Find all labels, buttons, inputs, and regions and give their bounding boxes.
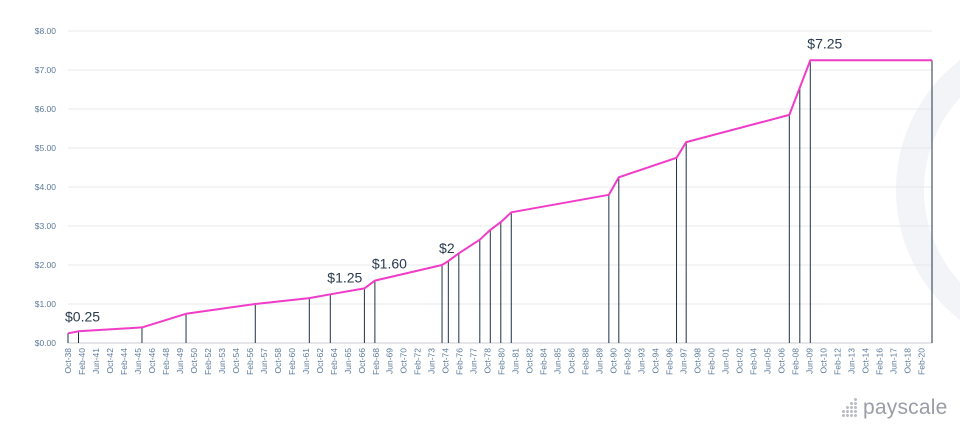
x-tick-label: Jun-69 [385, 348, 395, 374]
x-tick-label: Oct-86 [567, 348, 577, 374]
x-tick-label: Oct-06 [776, 348, 786, 374]
value-annotation: $1.60 [372, 256, 407, 272]
x-tick-label: Oct-94 [651, 348, 661, 374]
x-tick-label: Feb-76 [455, 348, 465, 375]
x-tick-label: Oct-74 [441, 348, 451, 374]
x-tick-label: Feb-72 [413, 348, 423, 375]
x-tick-label: Feb-64 [329, 348, 339, 375]
x-tick-label: Jun-41 [91, 348, 101, 374]
x-tick-label: Oct-38 [63, 348, 73, 374]
x-tick-label: Feb-48 [161, 348, 171, 375]
x-tick-label: Feb-80 [497, 348, 507, 375]
x-tick-label: Feb-00 [706, 348, 716, 375]
x-tick-label: Jun-73 [427, 348, 437, 374]
x-tick-label: Oct-46 [147, 348, 157, 374]
x-tick-label: Jun-61 [301, 348, 311, 374]
x-tick-label: Oct-10 [818, 348, 828, 374]
x-tick-label: Oct-66 [357, 348, 367, 374]
minimum-wage-series-line [67, 59, 932, 335]
x-tick-label: Oct-62 [315, 348, 325, 374]
x-tick-label: Oct-14 [860, 348, 870, 374]
x-tick-label: Oct-42 [105, 348, 115, 374]
x-tick-label: Oct-90 [609, 348, 619, 374]
y-tick-label: $6.00 [35, 104, 57, 114]
x-tick-label: Feb-12 [832, 348, 842, 375]
x-tick-label: Jun-45 [133, 348, 143, 374]
x-tick-label: Oct-58 [273, 348, 283, 374]
x-tick-label: Jun-13 [846, 348, 856, 374]
x-tick-label: Jun-49 [175, 348, 185, 374]
x-tick-label: Jun-93 [637, 348, 647, 374]
value-annotation: $1.25 [327, 269, 362, 285]
x-tick-label: Jun-57 [259, 348, 269, 374]
y-tick-label: $0.00 [35, 338, 57, 348]
x-tick-label: Feb-40 [77, 348, 87, 375]
x-tick-label: Jun-01 [720, 348, 730, 374]
x-tick-label: Feb-08 [790, 348, 800, 375]
y-tick-label: $7.00 [35, 65, 57, 75]
x-tick-label: Jun-17 [888, 348, 898, 374]
x-tick-label: Feb-16 [874, 348, 884, 375]
x-tick-label: Feb-84 [539, 348, 549, 375]
x-tick-label: Oct-18 [902, 348, 912, 374]
x-tick-label: Oct-50 [189, 348, 199, 374]
x-tick-label: Feb-52 [203, 348, 213, 375]
x-tick-label: Jun-89 [595, 348, 605, 374]
y-tick-label: $3.00 [35, 221, 57, 231]
payscale-logo: payscale [842, 396, 947, 420]
x-tick-label: Jun-81 [511, 348, 521, 374]
x-tick-label: Oct-98 [692, 348, 702, 374]
x-tick-label: Oct-02 [734, 348, 744, 374]
y-tick-label: $4.00 [35, 182, 57, 192]
x-tick-label: Feb-60 [287, 348, 297, 375]
x-tick-label: Feb-68 [371, 348, 381, 375]
x-tick-label: Oct-70 [399, 348, 409, 374]
payscale-logo-icon [842, 398, 858, 418]
value-annotation: $7.25 [807, 35, 842, 51]
x-tick-label: Jun-65 [343, 348, 353, 374]
x-tick-label: Feb-56 [245, 348, 255, 375]
value-annotation: $2 [439, 240, 455, 256]
x-tick-label: Jun-09 [804, 348, 814, 374]
y-tick-label: $2.00 [35, 260, 57, 270]
x-tick-label: Jun-05 [762, 348, 772, 374]
x-tick-label: Feb-44 [119, 348, 129, 375]
y-tick-label: $5.00 [35, 143, 57, 153]
x-tick-label: Feb-92 [623, 348, 633, 375]
x-tick-label: Jun-85 [553, 348, 563, 374]
value-annotation: $0.25 [65, 308, 100, 324]
x-tick-label: Feb-96 [665, 348, 675, 375]
x-tick-label: Jun-53 [217, 348, 227, 374]
x-tick-label: Jun-97 [679, 348, 689, 374]
y-tick-label: $8.00 [35, 26, 57, 36]
x-tick-label: Jun-77 [469, 348, 479, 374]
x-tick-label: Oct-54 [231, 348, 241, 374]
x-tick-label: Oct-82 [525, 348, 535, 374]
y-tick-label: $1.00 [35, 299, 57, 309]
x-tick-label: Feb-04 [748, 348, 758, 375]
x-tick-label: Feb-20 [916, 348, 926, 375]
payscale-logo-text: payscale [863, 396, 948, 419]
x-tick-label: Oct-78 [483, 348, 493, 374]
x-tick-label: Feb-88 [581, 348, 591, 375]
